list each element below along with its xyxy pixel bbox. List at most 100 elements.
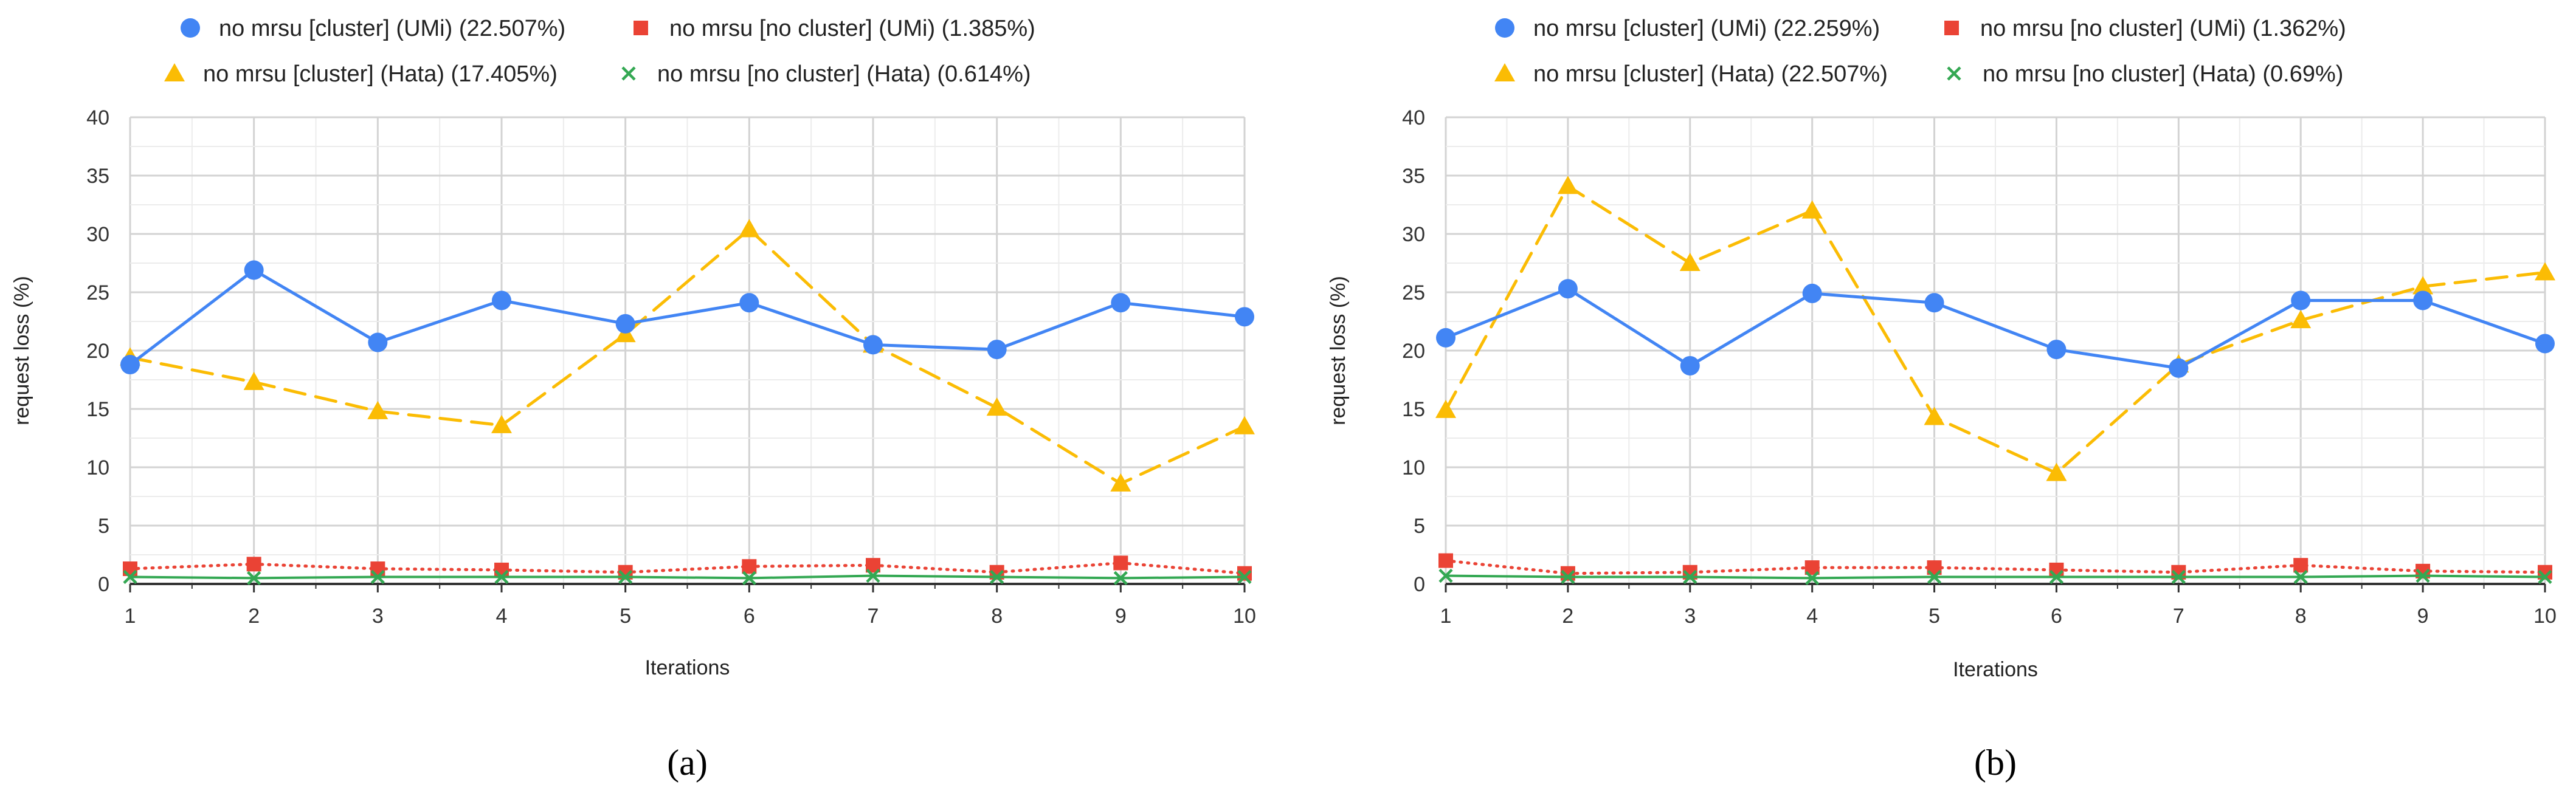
legend-label: no mrsu [cluster] (Hata) (17.405%) [203,61,558,87]
series-line [1444,184,2547,475]
y-tick-label: 10 [86,456,109,479]
data-point [244,260,264,280]
legend-marker [1495,18,1514,38]
data-point [1801,200,1823,219]
series-line [1444,287,2547,370]
x-axis-label: Iterations [1953,658,2038,681]
data-point [2046,340,2067,360]
data-point [491,414,512,433]
legend-label: no mrsu [no cluster] (Hata) (0.69%) [1983,61,2343,87]
data-point [2049,562,2064,577]
data-point [1558,279,1578,299]
data-point [1927,569,1942,585]
data-point [368,332,388,352]
y-tick-label: 20 [86,340,109,363]
legend-a: no mrsu [cluster] (UMi) (22.507%) no mrsu… [164,16,1035,87]
data-point [2538,569,2552,585]
data-point [1435,399,1456,418]
series-circle-0 [1436,279,2555,378]
data-point [2535,334,2555,354]
data-point [2293,569,2308,585]
series-cross-3 [123,568,1252,585]
legend-marker [1494,63,1515,81]
data-point [986,397,1007,416]
legend-b: no mrsu [cluster] (UMi) (22.259%) no mrsu… [1494,16,2346,87]
legend-label: no mrsu [no cluster] (UMi) (1.362%) [1980,16,2346,41]
x-tick-label: 10 [1233,605,1256,628]
data-point [246,557,261,572]
data-point [492,290,511,311]
y-tick-label: 30 [1402,223,1425,246]
data-point [2412,276,2434,295]
data-point [2290,310,2312,329]
series-square-1 [1438,553,2552,581]
data-point [990,569,1004,585]
data-point [742,559,757,574]
data-point [123,569,137,585]
y-tick-label: 10 [1402,456,1425,479]
legend-marker [634,21,648,35]
data-point [1111,293,1131,313]
data-point [243,371,264,390]
data-point [1802,283,1822,303]
series-line [128,227,1246,485]
chart-b: 0 5 10 15 20 25 30 35 40 1 2 3 4 5 6 7 8 9 10 Iterations req… [1327,16,2557,783]
data-point [370,569,385,585]
data-point [1924,407,1945,425]
data-point [2413,290,2433,311]
x-tick-label: 5 [1929,605,1940,628]
data-point [739,293,759,313]
legend-marker [181,18,200,38]
x-tick-label: 5 [620,605,631,628]
y-tick-label: 5 [98,515,109,538]
x-tick-label: 8 [2295,605,2307,628]
series-line [128,269,1246,366]
chart-a: 0 5 10 15 20 25 30 35 40 1 2 3 4 5 6 7 8 9 10 Iterations req… [10,16,1256,783]
x-tick-label: 3 [372,605,384,628]
data-point [2415,568,2430,583]
y-tick-label: 35 [86,165,109,188]
data-point [739,219,760,238]
series-line [129,574,1246,580]
x-tick-label: 6 [744,605,755,628]
data-point [987,340,1007,360]
data-point [247,571,261,585]
data-point [1679,253,1701,271]
data-point [1235,307,1254,327]
legend-label: no mrsu [cluster] (UMi) (22.507%) [219,16,565,41]
y-tick-label: 30 [86,223,109,246]
data-point [2293,558,2308,573]
x-tick-label: 3 [1684,605,1696,628]
y-tick-label: 35 [1402,165,1425,188]
x-tick-label: 7 [2173,605,2184,628]
data-point [1436,328,1455,348]
data-point [618,569,633,585]
legend-marker [164,63,185,81]
x-tick-label: 9 [1115,605,1127,628]
data-point [1237,569,1252,585]
y-tick-label: 0 [1414,573,1425,596]
data-point [494,569,509,585]
y-tick-label: 40 [86,106,109,129]
data-point [2291,290,2311,311]
x-tick-label: 1 [1440,605,1452,628]
data-point [120,355,140,375]
data-point [2171,569,2186,585]
data-point [1438,568,1453,583]
y-tick-label: 25 [86,281,109,304]
data-point [1110,473,1131,492]
legend-label: no mrsu [no cluster] (Hata) (0.614%) [657,61,1031,87]
x-tick-label: 2 [1562,605,1573,628]
data-point [1680,355,1700,376]
data-point [123,561,137,577]
legend-marker [1947,66,1961,81]
data-point [1557,176,1578,194]
x-tick-label: 7 [868,605,879,628]
data-point [1561,569,1575,585]
data-point [742,571,756,585]
y-tick-label: 0 [98,573,109,596]
y-axis-label: request loss (%) [1327,276,1350,425]
data-point [2535,262,2555,281]
data-point [1438,553,1453,568]
